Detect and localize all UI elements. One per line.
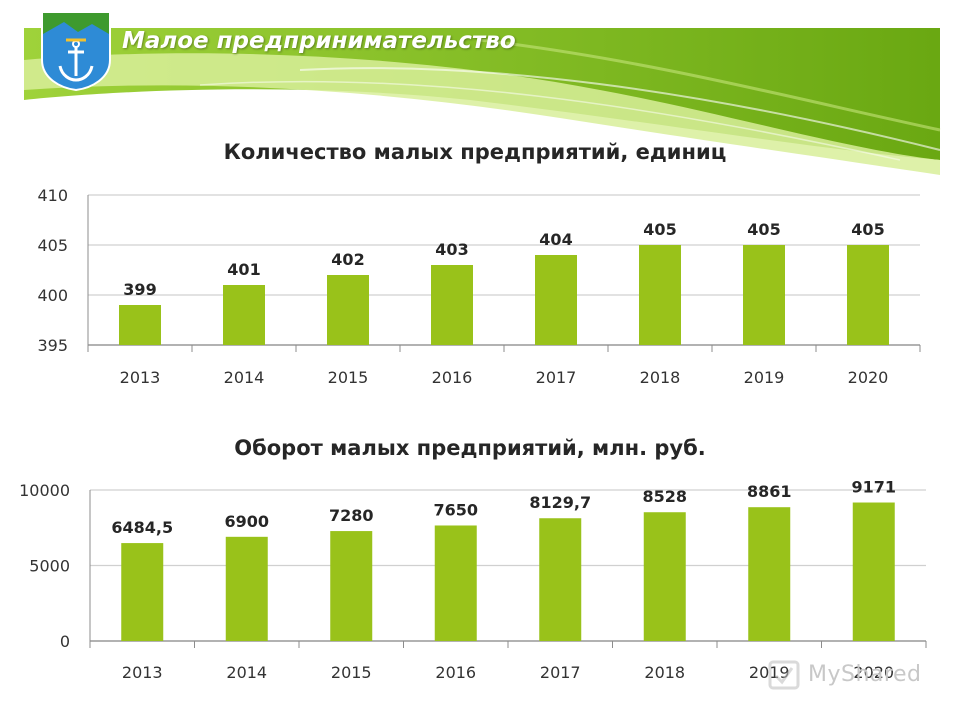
y-tick-label: 395	[37, 336, 68, 355]
x-tick-label: 2015	[328, 368, 369, 387]
data-label: 8129,7	[529, 493, 591, 512]
x-tick-label: 2020	[853, 663, 894, 682]
x-tick-label: 2016	[435, 663, 476, 682]
count-bar	[431, 265, 473, 345]
turnover-bar	[852, 502, 895, 641]
watermark-logo-icon	[768, 660, 800, 690]
turnover-bar	[330, 531, 373, 641]
x-tick-label: 2013	[120, 368, 161, 387]
turnover-bar	[225, 536, 268, 641]
y-tick-label: 10000	[19, 481, 70, 500]
watermark-text: MyShared	[808, 662, 922, 687]
count-bar	[223, 285, 265, 345]
turnover-bar	[643, 512, 686, 641]
count-bar	[327, 275, 369, 345]
enterprise-count-bar-chart: 395 400 405 410 399 2013 401 2014 402 2015 403 2016…	[37, 186, 921, 387]
data-label: 405	[851, 220, 884, 239]
turnover-bar	[748, 507, 791, 641]
x-tick-label: 2019	[744, 368, 785, 387]
data-label: 401	[227, 260, 260, 279]
turnover-bar	[434, 525, 477, 641]
data-label: 7650	[433, 500, 478, 519]
turnover-bar	[121, 543, 164, 641]
x-tick-label: 2016	[432, 368, 473, 387]
city-coat-of-arms-icon	[41, 11, 111, 92]
x-tick-label: 2014	[226, 663, 267, 682]
data-label: 6900	[224, 512, 269, 531]
data-label: 402	[331, 250, 364, 269]
turnover-bar	[539, 518, 582, 641]
x-tick-label: 2020	[848, 368, 889, 387]
count-bar	[119, 305, 161, 345]
data-label: 404	[539, 230, 572, 249]
count-bar	[639, 245, 681, 345]
count-bar	[743, 245, 785, 345]
data-label: 8528	[642, 487, 687, 506]
data-label: 403	[435, 240, 468, 259]
chart-title-turnover: Оборот малых предприятий, млн. руб.	[234, 436, 706, 460]
y-tick-label: 410	[37, 186, 68, 205]
data-label: 7280	[329, 506, 374, 525]
turnover-bar-chart: 0 5000 10000 6484,5 2013 6900 2014 7280 2015 7650…	[19, 478, 927, 682]
y-tick-label: 0	[60, 632, 70, 651]
x-tick-label: 2017	[536, 368, 577, 387]
y-tick-label: 405	[37, 236, 68, 255]
data-label: 405	[643, 220, 676, 239]
x-tick-label: 2018	[640, 368, 681, 387]
slide-title: Малое предпринимательство	[122, 28, 516, 54]
x-tick-label: 2018	[644, 663, 685, 682]
x-tick-label: 2013	[122, 663, 163, 682]
data-label: 399	[123, 280, 156, 299]
data-label: 6484,5	[111, 518, 173, 537]
data-label: 405	[747, 220, 780, 239]
x-tick-label: 2017	[540, 663, 581, 682]
y-tick-label: 5000	[29, 557, 70, 576]
count-bar	[847, 245, 889, 345]
data-label: 9171	[851, 478, 896, 497]
x-tick-label: 2014	[224, 368, 265, 387]
data-label: 8861	[747, 482, 792, 501]
y-tick-label: 400	[37, 286, 68, 305]
count-bar	[535, 255, 577, 345]
x-tick-label: 2015	[331, 663, 372, 682]
header-banner	[24, 28, 941, 175]
chart-title-enterprise-count: Количество малых предприятий, единиц	[223, 140, 727, 164]
